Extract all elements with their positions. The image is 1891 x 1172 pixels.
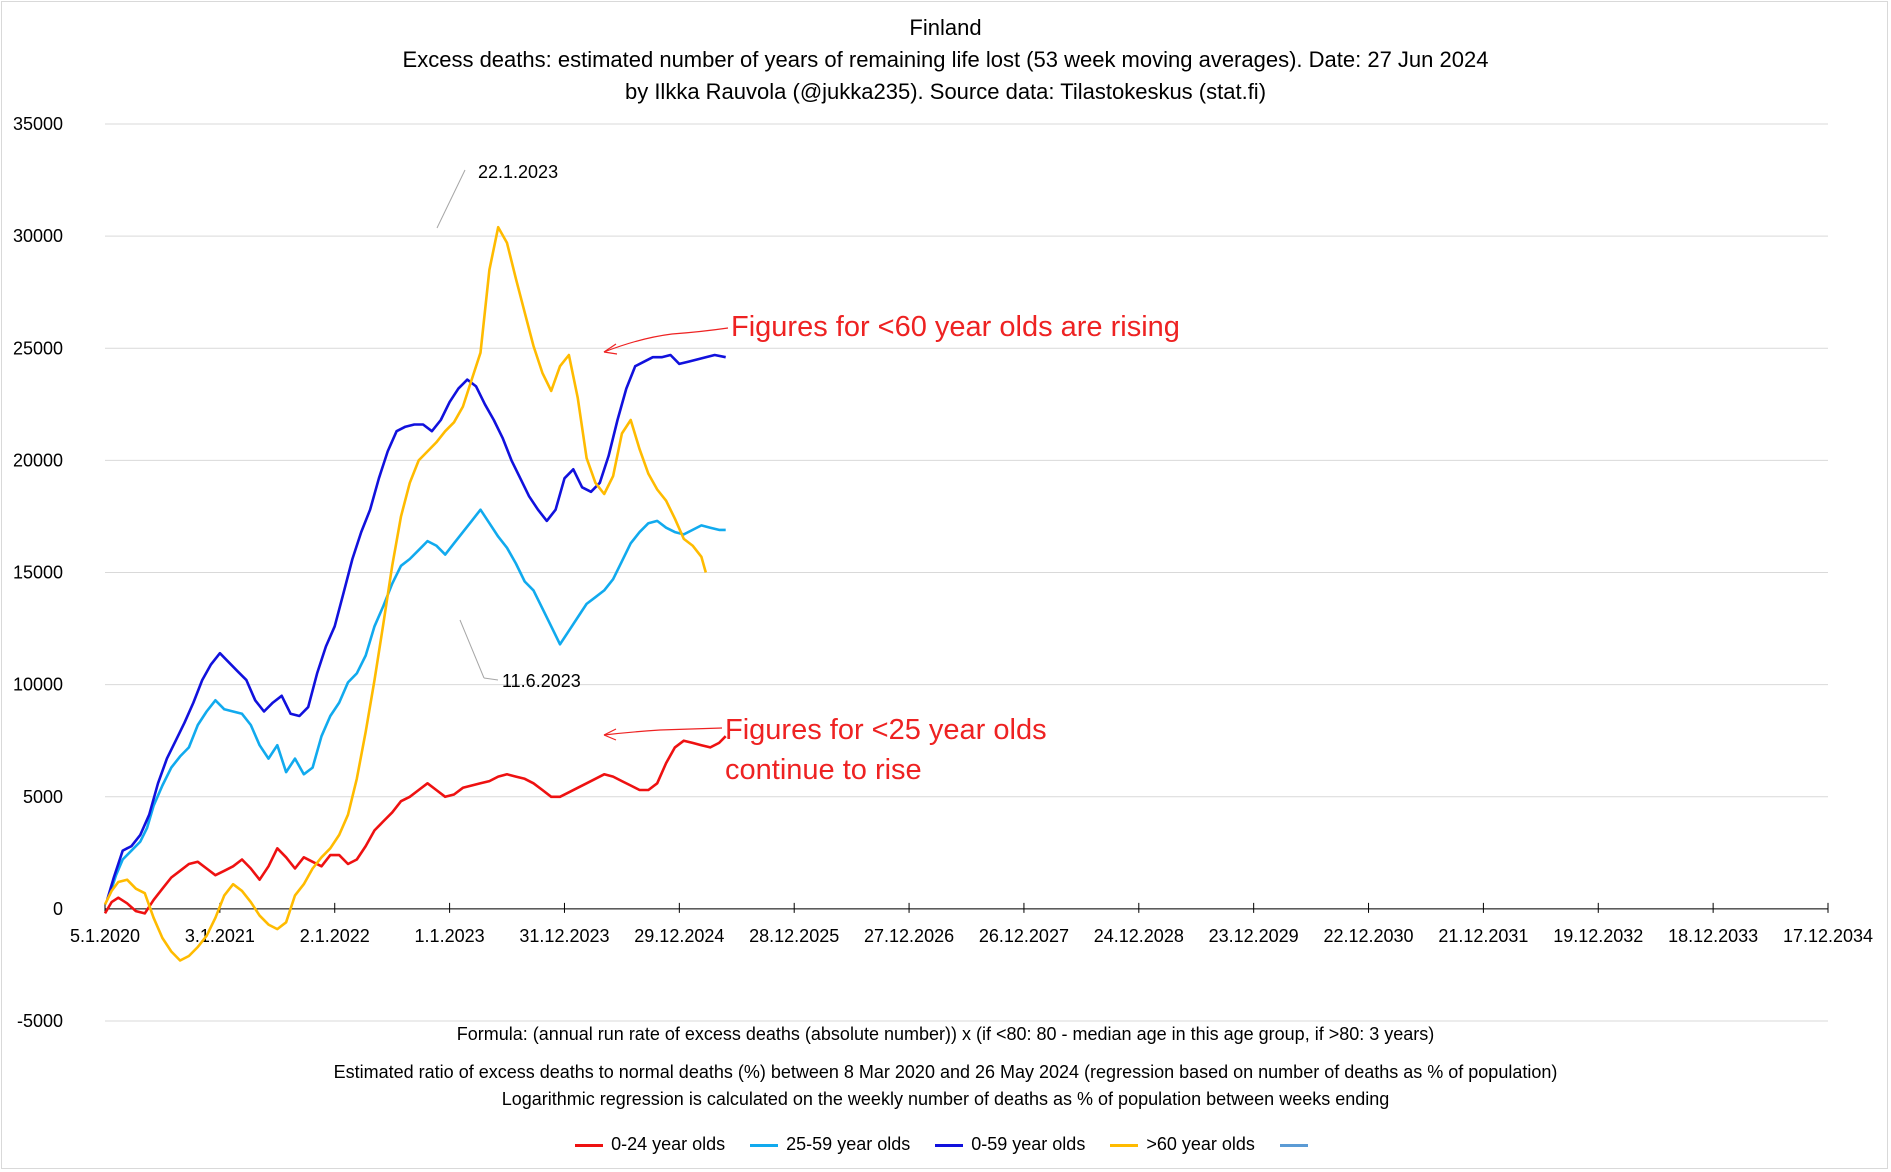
arrowhead-rise-25 bbox=[603, 728, 617, 741]
label-peak: 22.1.2023 bbox=[478, 162, 558, 182]
legend-label: >60 year olds bbox=[1146, 1134, 1255, 1154]
series-line-0 bbox=[103, 735, 727, 915]
legend-label: 25-59 year olds bbox=[786, 1134, 911, 1154]
x-tick-label: 5.1.2020 bbox=[70, 926, 140, 946]
chart-credit: by Ilkka Rauvola (@jukka235). Source dat… bbox=[624, 79, 1267, 104]
annotation-rising-60: Figures for <60 year olds are rising bbox=[731, 311, 1180, 343]
annotation-rise-25-line2: continue to rise bbox=[725, 754, 922, 786]
label-trough: 11.6.2023 bbox=[502, 671, 581, 691]
x-tick-label: 18.12.2033 bbox=[1668, 926, 1758, 946]
y-tick-label: 10000 bbox=[13, 675, 63, 695]
ratio-note: Estimated ratio of excess deaths to norm… bbox=[333, 1062, 1558, 1082]
series-line-2 bbox=[105, 353, 726, 901]
legend-swatch-light-blue bbox=[750, 1143, 779, 1147]
y-tick-label: 5000 bbox=[23, 787, 63, 807]
chart-title: Finland bbox=[909, 15, 982, 40]
arrowhead-rising-60 bbox=[603, 343, 618, 355]
chart-legend: 0-24 year olds 25-59 year olds 0-59 year… bbox=[0, 1134, 1891, 1155]
legend-swatch-dark-blue bbox=[935, 1143, 964, 1147]
x-tick-label: 24.12.2028 bbox=[1094, 926, 1184, 946]
x-axis: 5.1.2020 3.1.2021 2.1.2022 1.1.2023 31.12.20… bbox=[70, 902, 1873, 946]
legend-swatch-unnamed bbox=[1279, 1143, 1308, 1147]
series-lines bbox=[103, 225, 727, 962]
legend-swatch-gold bbox=[1110, 1143, 1139, 1147]
legend-item-gold: >60 year olds bbox=[1110, 1134, 1255, 1155]
legend-item-light-blue: 25-59 year olds bbox=[750, 1134, 910, 1155]
y-tick-label: 15000 bbox=[13, 563, 63, 583]
y-tick-label: 20000 bbox=[13, 450, 63, 470]
x-tick-label: 29.12.2024 bbox=[634, 926, 724, 946]
y-tick-label: 35000 bbox=[13, 114, 63, 134]
leader-trough-2 bbox=[459, 619, 485, 679]
x-tick-label: 3.1.2021 bbox=[185, 926, 255, 946]
legend-label: 0-59 year olds bbox=[971, 1134, 1086, 1154]
legend-label: 0-24 year olds bbox=[611, 1134, 726, 1154]
y-tick-label: -5000 bbox=[17, 1011, 63, 1031]
arrow-rising-60 bbox=[603, 327, 729, 353]
x-tick-label: 31.12.2023 bbox=[519, 926, 609, 946]
x-tick-label: 17.12.2034 bbox=[1783, 926, 1873, 946]
annotation-rise-25-line1: Figures for <25 year olds bbox=[725, 714, 1047, 746]
arrow-rise-25 bbox=[603, 727, 723, 736]
gridlines bbox=[105, 123, 1828, 1022]
x-tick-label: 21.12.2031 bbox=[1438, 926, 1528, 946]
x-tick-label: 23.12.2029 bbox=[1209, 926, 1299, 946]
y-tick-label: 0 bbox=[53, 899, 63, 919]
y-tick-label: 30000 bbox=[13, 226, 63, 246]
annotations: Figures for <60 year olds are rising Fig… bbox=[436, 162, 1180, 786]
legend-item-dark-blue: 0-59 year olds bbox=[935, 1134, 1085, 1155]
x-tick-label: 22.12.2030 bbox=[1323, 926, 1413, 946]
chart-subtitle: Excess deaths: estimated number of years… bbox=[402, 47, 1489, 72]
chart-titles: Finland Excess deaths: estimated number … bbox=[0, 12, 1891, 108]
formula-note: Formula: (annual run rate of excess deat… bbox=[456, 1024, 1435, 1044]
series-line-3 bbox=[103, 225, 708, 962]
x-tick-label: 27.12.2026 bbox=[864, 926, 954, 946]
x-tick-label: 19.12.2032 bbox=[1553, 926, 1643, 946]
x-tick-label: 28.12.2025 bbox=[749, 926, 839, 946]
legend-item-unnamed bbox=[1279, 1134, 1316, 1155]
legend-swatch-red bbox=[575, 1143, 604, 1147]
y-axis-ticks: 35000 30000 25000 20000 15000 10000 5000 0 -5000 bbox=[13, 114, 63, 1031]
leader-trough bbox=[483, 677, 499, 681]
x-tick-label: 2.1.2022 bbox=[300, 926, 370, 946]
regression-note: Logarithmic regression is calculated on … bbox=[501, 1089, 1390, 1109]
legend-item-red: 0-24 year olds bbox=[575, 1134, 725, 1155]
x-tick-label: 1.1.2023 bbox=[415, 926, 485, 946]
y-tick-label: 25000 bbox=[13, 338, 63, 358]
leader-peak bbox=[436, 169, 466, 229]
x-tick-label: 26.12.2027 bbox=[979, 926, 1069, 946]
series-line-1 bbox=[108, 508, 726, 896]
